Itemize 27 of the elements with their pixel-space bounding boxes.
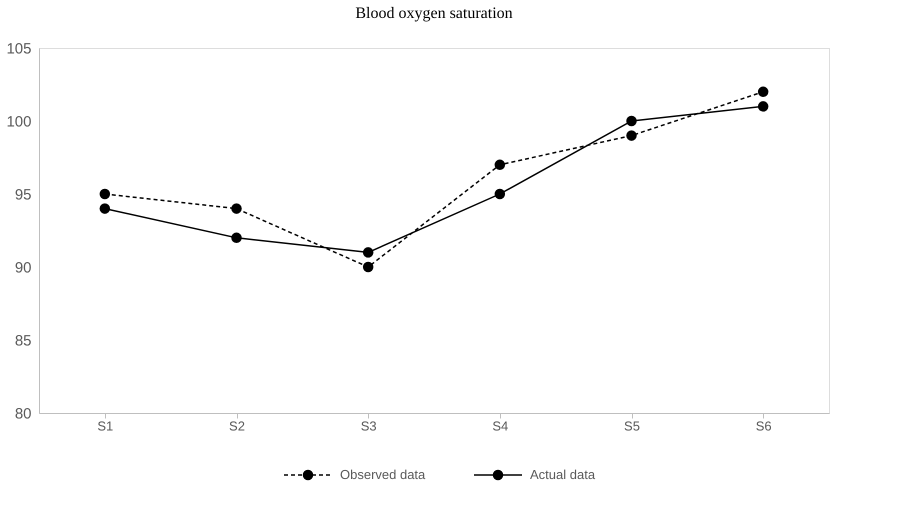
y-tick-label: 80 bbox=[14, 406, 32, 422]
point bbox=[362, 262, 374, 272]
y-tick-label: 85 bbox=[14, 332, 32, 350]
point bbox=[231, 232, 242, 244]
point bbox=[626, 130, 637, 141]
x-tick-label: S1 bbox=[97, 418, 114, 434]
point bbox=[362, 247, 374, 258]
y-tick-label: 90 bbox=[14, 260, 32, 276]
x-tick-label: S2 bbox=[229, 418, 245, 434]
point bbox=[494, 160, 506, 170]
chart-title: Blood oxygen saturation bbox=[355, 5, 513, 22]
legend-label: Actual data bbox=[530, 467, 596, 482]
y-tick-label: 105 bbox=[6, 40, 32, 58]
point bbox=[100, 188, 110, 200]
legend-label: Observed data bbox=[340, 467, 426, 482]
x-tick-label: S5 bbox=[624, 418, 640, 434]
point bbox=[758, 101, 768, 112]
y-tick-label: 95 bbox=[14, 186, 32, 204]
point bbox=[626, 116, 637, 126]
x-tick-label: S3 bbox=[360, 418, 377, 434]
point bbox=[758, 86, 768, 98]
point bbox=[231, 203, 242, 214]
x-tick-label: S4 bbox=[492, 418, 508, 434]
x-tick-label: S6 bbox=[756, 418, 772, 434]
point bbox=[100, 203, 110, 214]
point bbox=[494, 188, 506, 200]
y-tick-label: 100 bbox=[6, 114, 32, 130]
